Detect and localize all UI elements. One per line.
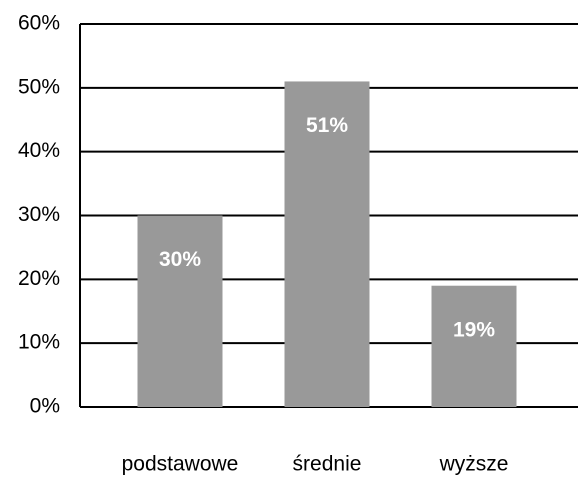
- y-tick-label: 20%: [18, 267, 60, 290]
- data-label: 19%: [453, 318, 495, 341]
- y-tick-label: 0%: [30, 395, 60, 418]
- x-tick-label: średnie: [293, 453, 362, 476]
- bar: [284, 81, 370, 407]
- y-tick-label: 60%: [18, 12, 60, 35]
- x-tick-label: wyższe: [439, 453, 509, 476]
- data-label: 30%: [159, 248, 201, 271]
- y-tick-label: 50%: [18, 75, 60, 98]
- y-tick-label: 30%: [18, 203, 60, 226]
- y-tick-label: 40%: [18, 139, 60, 162]
- data-label: 51%: [306, 114, 348, 137]
- bar: [137, 215, 223, 407]
- x-tick-label: podstawowe: [122, 453, 239, 476]
- y-tick-label: 10%: [18, 331, 60, 354]
- bar: [431, 285, 517, 407]
